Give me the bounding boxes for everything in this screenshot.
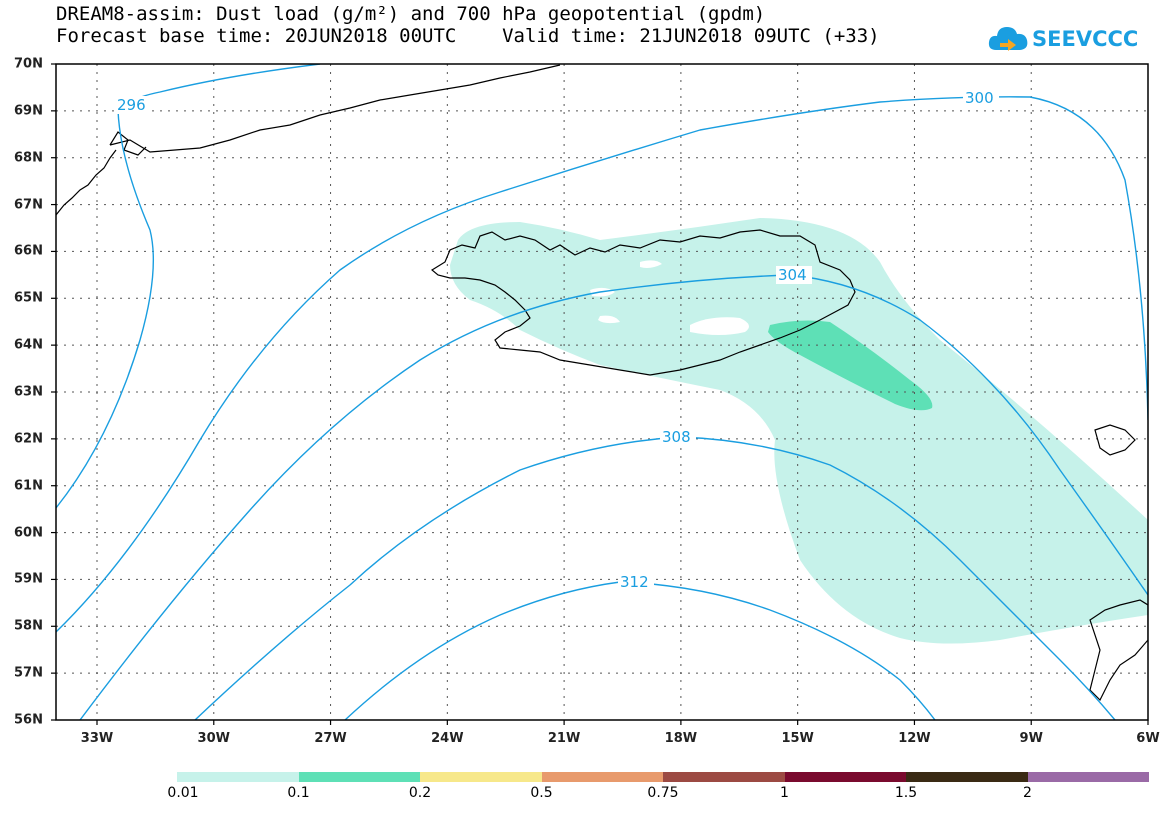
- colorbar-label: 0.1: [287, 785, 310, 801]
- lat-label: 59N: [14, 571, 43, 587]
- contour-312: [344, 581, 936, 720]
- colorbar-segment: [784, 772, 906, 782]
- contour-labels: 296 300 304 308 312: [115, 89, 999, 591]
- geopotential-contours: [56, 64, 1148, 720]
- colorbar-segment: [906, 772, 1028, 782]
- lon-label: 33W: [80, 731, 114, 746]
- coastlines: [56, 64, 1148, 702]
- lat-label: 66N: [14, 243, 43, 259]
- dust-region-medium: [768, 320, 933, 411]
- lon-label: 30W: [197, 731, 230, 746]
- lon-label: 15W: [781, 731, 814, 746]
- lat-label: 67N: [14, 197, 43, 213]
- contour-308: [194, 436, 1116, 720]
- contour-label-308: 308: [662, 428, 691, 446]
- colorbar-label: 1: [780, 785, 789, 801]
- lat-label: 65N: [14, 290, 43, 306]
- colorbar-label: 0.75: [647, 785, 679, 801]
- contour-label-304: 304: [778, 266, 807, 284]
- dust-hole: [640, 260, 662, 268]
- colorbar-segment: [541, 772, 663, 782]
- colorbar-segment: [1027, 772, 1149, 782]
- colorbar: [177, 772, 1149, 782]
- lat-label: 68N: [14, 150, 43, 166]
- lat-label: 62N: [14, 431, 43, 447]
- colorbar-label: 1.5: [894, 785, 918, 801]
- cloud-icon: [988, 27, 1028, 51]
- lon-label: 21W: [547, 731, 581, 746]
- lat-label: 56N: [14, 712, 43, 728]
- dust-hole: [598, 315, 620, 324]
- contour-label-300: 300: [965, 89, 994, 107]
- contour-label-312: 312: [620, 573, 649, 591]
- dust-region-light: [450, 218, 1148, 644]
- lat-label: 58N: [14, 618, 43, 634]
- lon-label: 9W: [1019, 731, 1043, 746]
- colorbar-segment: [177, 772, 299, 782]
- chart-title: DREAM8-assim: Dust load (g/m²) and 700 h…: [56, 3, 766, 25]
- lon-label: 27W: [314, 731, 347, 746]
- contour-296-left: [56, 64, 321, 509]
- lat-label: 63N: [14, 384, 43, 400]
- colorbar-segment: [298, 772, 420, 782]
- lon-label: 24W: [431, 731, 464, 746]
- lat-label: 57N: [14, 665, 43, 681]
- colorbar-label: 0.01: [167, 785, 199, 801]
- lon-label: 6W: [1136, 731, 1160, 746]
- colorbar-segment: [663, 772, 785, 782]
- lat-label: 69N: [14, 103, 43, 119]
- lon-label: 12W: [898, 731, 931, 746]
- colorbar-segment: [420, 772, 542, 782]
- lat-label: 61N: [14, 478, 43, 494]
- colorbar-label: 0.2: [408, 785, 432, 801]
- colorbar-label: 2: [1023, 785, 1032, 801]
- axis-ticks: [51, 63, 1149, 725]
- lat-label: 70N: [14, 56, 43, 72]
- contour-304: [79, 274, 1148, 720]
- chart-subtitle: Forecast base time: 20JUN2018 00UTC Vali…: [56, 25, 880, 47]
- dust-hole: [690, 317, 749, 335]
- lat-label: 60N: [14, 525, 43, 541]
- contour-300: [56, 96, 1148, 633]
- lon-label: 18W: [664, 731, 698, 746]
- lat-label: 64N: [14, 337, 43, 353]
- logo-text: SEEVCCC: [1032, 27, 1139, 51]
- colorbar-label: 0.5: [530, 785, 553, 801]
- seevccc-logo: SEEVCCC: [988, 18, 1148, 58]
- contour-label-296: 296: [117, 96, 146, 114]
